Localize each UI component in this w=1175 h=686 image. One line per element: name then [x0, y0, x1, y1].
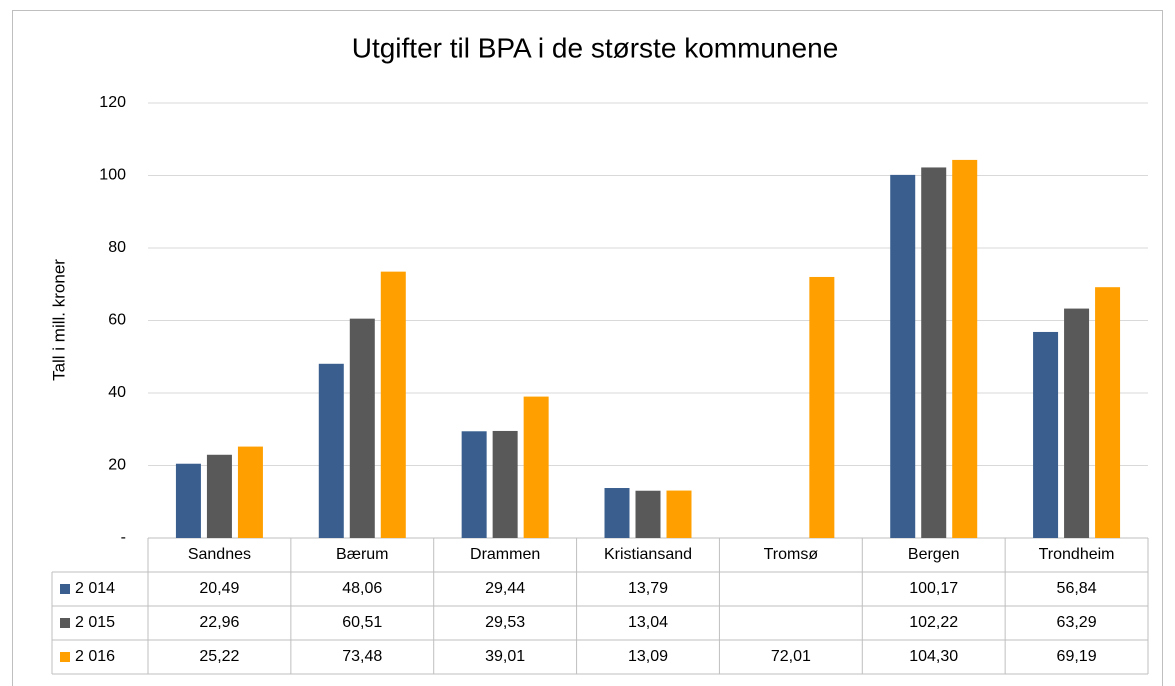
data-label: 63,29	[1057, 614, 1097, 631]
data-label: 39,01	[485, 648, 525, 665]
data-label: 13,09	[628, 648, 668, 665]
y-tick-label: 100	[99, 167, 126, 184]
bar	[1095, 287, 1121, 538]
bar	[380, 271, 406, 538]
x-tick-label: Drammen	[470, 546, 540, 563]
y-tick-label: 40	[108, 384, 126, 401]
bar	[890, 174, 916, 539]
bar	[175, 463, 201, 538]
y-tick-label: 80	[108, 239, 126, 256]
data-label: 13,04	[628, 614, 668, 631]
y-tick-label: 60	[108, 312, 126, 329]
bar	[635, 490, 661, 538]
chart-border	[12, 10, 1163, 686]
legend-label: 2 014	[75, 580, 115, 597]
bar	[206, 454, 232, 538]
bar	[666, 490, 692, 538]
y-axis-label: Tall i mill. kroner	[49, 259, 68, 381]
bar	[461, 431, 487, 538]
bar	[809, 276, 835, 538]
bar	[604, 488, 630, 538]
legend-swatch	[60, 618, 70, 628]
legend-swatch	[60, 584, 70, 594]
x-tick-label: Bergen	[908, 546, 960, 563]
x-tick-label: Trondheim	[1039, 546, 1115, 563]
y-tick-label: 20	[108, 457, 126, 474]
bar	[237, 446, 263, 538]
data-label: 69,19	[1057, 648, 1097, 665]
legend-swatch	[60, 652, 70, 662]
x-tick-label: Tromsø	[764, 546, 819, 563]
chart-title: Utgifter til BPA i de største kommunene	[352, 32, 839, 63]
data-label: 104,30	[909, 648, 958, 665]
bar	[523, 396, 549, 538]
x-tick-label: Bærum	[336, 546, 388, 563]
x-tick-label: Sandnes	[188, 546, 251, 563]
data-label: 48,06	[342, 580, 382, 597]
data-label: 20,49	[199, 580, 239, 597]
data-label: 29,53	[485, 614, 525, 631]
legend-label: 2 016	[75, 648, 115, 665]
y-tick-label: 120	[99, 94, 126, 111]
data-label: 22,96	[199, 614, 239, 631]
legend-label: 2 015	[75, 614, 115, 631]
data-label: 72,01	[771, 648, 811, 665]
bar	[492, 430, 518, 538]
y-tick-label: -	[121, 529, 126, 546]
data-label: 60,51	[342, 614, 382, 631]
bar	[921, 167, 947, 538]
data-label: 102,22	[909, 614, 958, 631]
data-label: 56,84	[1057, 580, 1097, 597]
bar	[1064, 308, 1090, 538]
bar	[318, 363, 344, 538]
x-tick-label: Kristiansand	[604, 546, 692, 563]
bar	[349, 318, 375, 538]
data-label: 25,22	[199, 648, 239, 665]
data-label: 13,79	[628, 580, 668, 597]
data-label: 100,17	[909, 580, 958, 597]
data-label: 73,48	[342, 648, 382, 665]
data-label: 29,44	[485, 580, 525, 597]
bar	[952, 159, 978, 538]
bar	[1033, 331, 1059, 538]
